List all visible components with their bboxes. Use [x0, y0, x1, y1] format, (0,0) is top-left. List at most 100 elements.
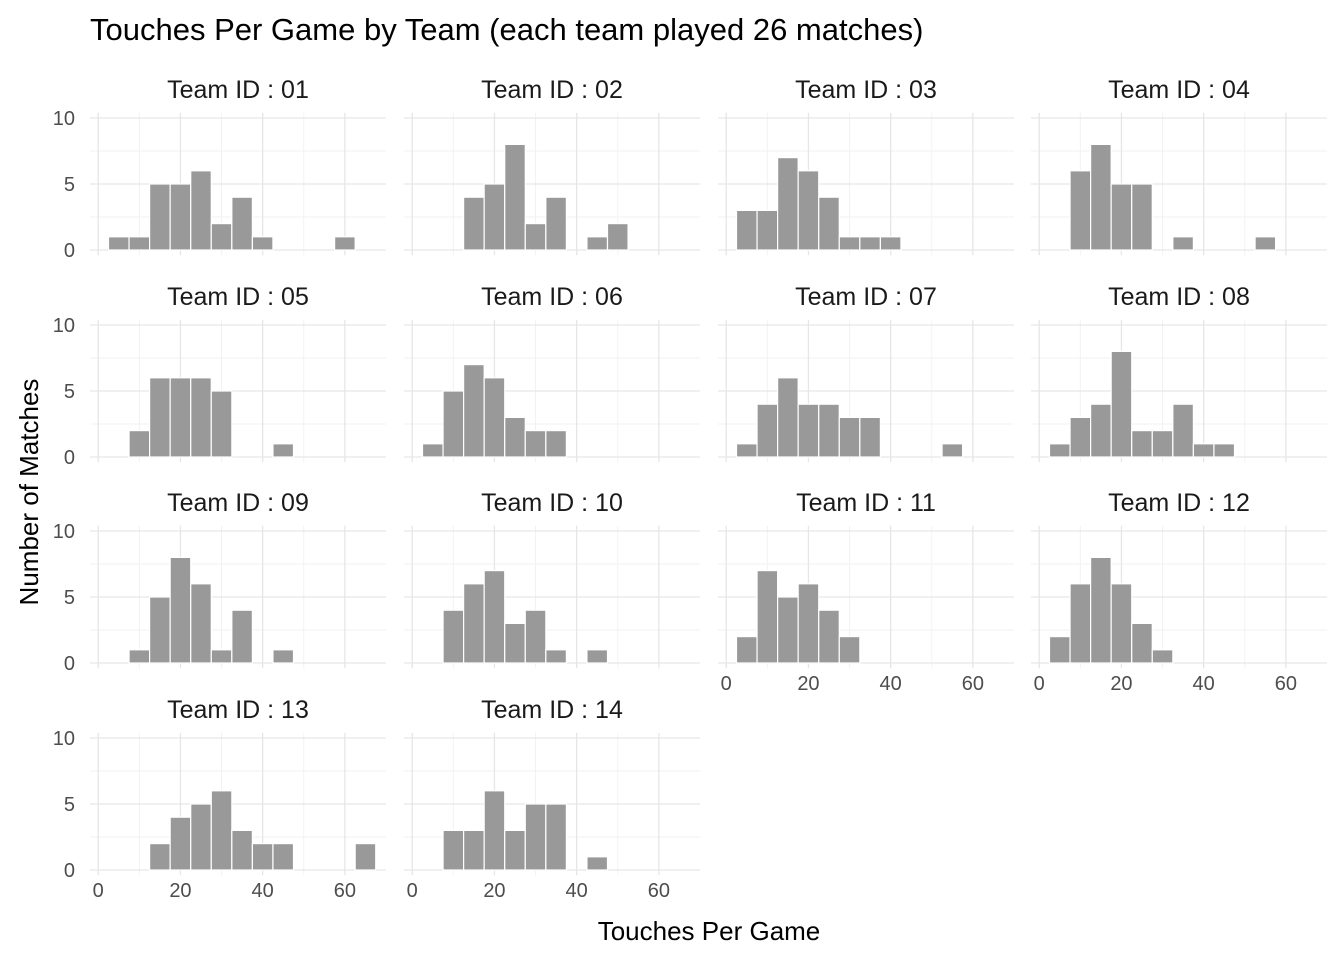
x-tick-label: 40: [566, 880, 588, 902]
histogram-bar: [1254, 236, 1277, 251]
y-tick-label: 10: [53, 315, 75, 337]
x-tick-label: 60: [1275, 673, 1297, 695]
histogram-bar: [797, 583, 820, 664]
x-tick-label: 60: [334, 880, 356, 902]
histogram-bar: [838, 236, 861, 251]
y-tick-label: 10: [53, 108, 75, 130]
histogram-bar: [210, 390, 233, 458]
facet-panel: Team ID : 05 0 5 10: [53, 283, 386, 469]
histogram-bar: [545, 196, 567, 251]
histogram-bar: [149, 842, 171, 871]
x-tick-label: 0: [407, 880, 418, 902]
histogram-bar: [128, 236, 151, 251]
histogram-bar: [1192, 443, 1215, 458]
histogram-bar: [231, 829, 253, 871]
histogram-bar: [1090, 143, 1112, 251]
y-tick-label: 5: [64, 587, 75, 609]
chart-title: Touches Per Game by Team (each team play…: [90, 12, 923, 47]
x-tick-label: 60: [962, 673, 984, 695]
histogram-bar: [169, 556, 192, 664]
y-tick-label: 0: [64, 653, 75, 675]
facet-label: Team ID : 11: [796, 489, 936, 517]
histogram-bar: [231, 609, 253, 664]
histogram-bar: [756, 403, 779, 458]
histogram-bar: [1110, 350, 1133, 458]
histogram-bar: [879, 236, 902, 251]
histogram-bar: [190, 803, 212, 871]
y-tick-label: 0: [64, 240, 75, 262]
histogram-bar: [463, 829, 485, 871]
histogram-bar: [859, 416, 881, 458]
histogram-bar: [149, 183, 171, 251]
facet-panels: Team ID : 01 0 5 10 Team ID : 02 Team ID : 03…: [53, 76, 1327, 902]
histogram-bar: [169, 377, 192, 458]
y-tick-label: 0: [64, 860, 75, 882]
histogram-bar: [272, 649, 295, 664]
histogram-bar: [190, 377, 212, 458]
histogram-bar: [442, 609, 465, 664]
facet-panel: Team ID : 13 0 5 10 0 20 40 60: [53, 696, 386, 902]
histogram-bar: [442, 829, 465, 871]
histogram-bar: [210, 223, 233, 251]
facet-label: Team ID : 04: [1108, 76, 1250, 104]
x-axis-title: Touches Per Game: [598, 916, 821, 946]
histogram-bar: [107, 236, 130, 251]
facet-label: Team ID : 02: [481, 76, 623, 104]
y-tick-label: 5: [64, 174, 75, 196]
x-tick-label: 20: [797, 673, 819, 695]
histogram-bar: [210, 649, 233, 664]
facet-label: Team ID : 10: [481, 489, 623, 517]
histogram-bar: [586, 236, 609, 251]
histogram-bar: [818, 196, 840, 251]
facet-label: Team ID : 07: [795, 283, 937, 311]
x-tick-label: 0: [1034, 673, 1045, 695]
y-tick-label: 10: [53, 521, 75, 543]
histogram-bar: [1131, 622, 1153, 664]
histogram-bar: [735, 443, 758, 458]
histogram-bar: [169, 816, 192, 871]
histogram-bar: [1131, 183, 1153, 251]
histogram-bar: [504, 416, 526, 458]
histogram-bar: [483, 790, 506, 871]
facet-label: Team ID : 05: [167, 283, 309, 311]
histogram-bar: [1110, 183, 1133, 251]
facet-panel: Team ID : 03: [718, 76, 1014, 256]
facet-label: Team ID : 08: [1108, 283, 1250, 311]
y-axis-title: Number of Matches: [14, 379, 44, 606]
histogram-bar: [463, 196, 485, 251]
histogram-bar: [169, 183, 192, 251]
x-tick-label: 0: [721, 673, 732, 695]
histogram-bar: [586, 649, 609, 664]
histogram-bar: [128, 649, 151, 664]
histogram-bar: [334, 236, 356, 251]
histogram-bar: [524, 223, 547, 251]
histogram-bar: [859, 236, 881, 251]
histogram-bar: [777, 377, 799, 458]
histogram-bar: [818, 609, 840, 664]
histogram-bar: [1151, 430, 1174, 458]
histogram-bar: [1172, 236, 1194, 251]
histogram-bar: [586, 856, 609, 871]
histogram-bar: [1048, 635, 1071, 664]
facet-panel: Team ID : 12 0 20 40 60: [1031, 489, 1327, 695]
histogram-bar: [777, 157, 799, 251]
histogram-bar: [524, 430, 547, 458]
histogram-bar: [231, 196, 253, 251]
facet-panel: Team ID : 14 0 20 40 60: [404, 696, 700, 902]
histogram-bar: [1172, 403, 1194, 458]
y-tick-label: 5: [64, 381, 75, 403]
histogram-bar: [251, 236, 274, 251]
facet-panel: Team ID : 02: [404, 76, 700, 256]
x-tick-label: 40: [880, 673, 902, 695]
y-tick-label: 5: [64, 794, 75, 816]
histogram-bar: [1090, 403, 1112, 458]
histogram-bar: [941, 443, 964, 458]
facet-panel: Team ID : 09 0 5 10: [53, 489, 386, 675]
histogram-bar: [606, 223, 629, 251]
x-tick-label: 0: [93, 880, 104, 902]
histogram-bar: [756, 209, 779, 251]
histogram-bar: [838, 635, 861, 664]
histogram-bar: [756, 569, 779, 664]
x-tick-label: 20: [169, 880, 191, 902]
